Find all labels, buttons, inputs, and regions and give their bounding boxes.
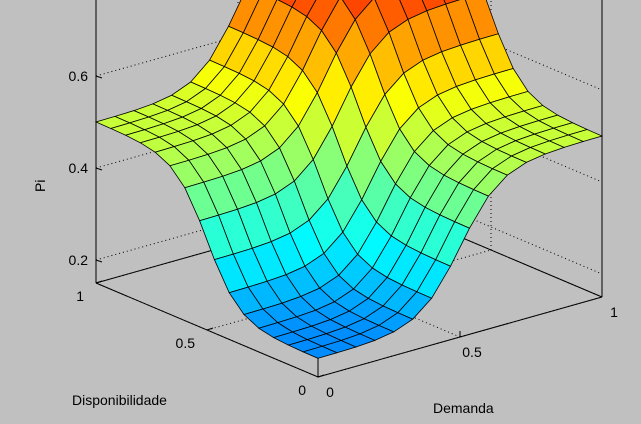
y-tick-mark — [317, 374, 325, 378]
y-axis-label: Disponibilidade — [72, 392, 167, 408]
x-tick-label: 1 — [610, 304, 618, 320]
y-tick-label: 0 — [298, 382, 306, 398]
surface-patch — [302, 345, 339, 359]
z-tick-mark — [95, 75, 103, 79]
x-tick-label: 0 — [326, 384, 334, 400]
y-tick-label: 0.5 — [176, 335, 196, 351]
x-axis-label: Demanda — [433, 400, 494, 416]
y-tick-mark — [95, 280, 103, 284]
y-tick-label: 1 — [76, 288, 84, 304]
z-tick-mark — [95, 259, 103, 263]
z-tick-label: 0.6 — [69, 68, 89, 84]
surface-mesh — [94, 0, 604, 377]
z-tick-label: 0.4 — [69, 160, 89, 176]
z-tick-mark — [95, 167, 103, 171]
z-tick-label: 0.2 — [69, 252, 89, 268]
z-axis-label: Pi — [32, 180, 48, 192]
x-tick-label: 0.5 — [462, 344, 482, 360]
y-tick-mark — [206, 327, 214, 331]
